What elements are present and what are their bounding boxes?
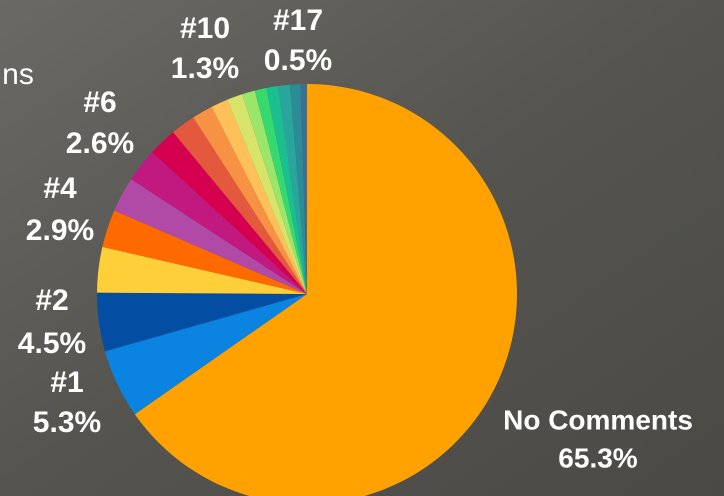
pie-slice bbox=[114, 179, 307, 294]
title-fragment: ns bbox=[2, 58, 34, 91]
slice-label: #10 bbox=[180, 12, 230, 45]
pie-slice bbox=[102, 210, 307, 294]
slice-label: #2 bbox=[35, 284, 68, 317]
pie-slice bbox=[104, 294, 308, 415]
value-label: 2.9% bbox=[26, 214, 94, 247]
value-label: 0.5% bbox=[264, 44, 332, 77]
pie-slice bbox=[266, 86, 307, 294]
slice-label: #17 bbox=[273, 4, 323, 37]
value-label: 65.3% bbox=[558, 442, 637, 473]
slice-label: #1 bbox=[50, 366, 83, 399]
pie-slice bbox=[254, 87, 307, 294]
value-label: 5.3% bbox=[33, 406, 101, 439]
pie-slice bbox=[173, 117, 307, 294]
pie-slice bbox=[227, 94, 307, 294]
pie-slice bbox=[134, 84, 517, 496]
pie-slice bbox=[193, 106, 307, 294]
slice-label: #6 bbox=[83, 86, 116, 119]
pie-slice bbox=[300, 84, 307, 294]
pie-slice bbox=[96, 292, 307, 352]
pie-slice bbox=[97, 246, 307, 294]
slice-label: #4 bbox=[43, 172, 77, 205]
pie-slice bbox=[211, 99, 307, 294]
pie-slice bbox=[242, 90, 307, 294]
value-label: 2.6% bbox=[66, 127, 134, 160]
slice-label: No Comments bbox=[503, 404, 693, 435]
pie-slice bbox=[152, 132, 307, 294]
value-label: 4.5% bbox=[18, 327, 86, 360]
pie-slice bbox=[289, 84, 307, 294]
value-label: 1.3% bbox=[171, 52, 239, 85]
pie-slice bbox=[131, 152, 307, 294]
pie-slice bbox=[278, 84, 307, 294]
